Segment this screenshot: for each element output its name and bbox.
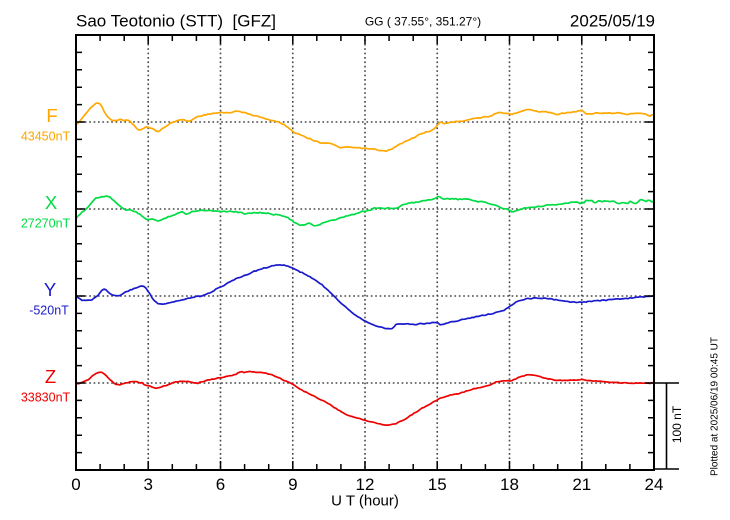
svg-text:Sao Teotonio (STT) [GFZ]: Sao Teotonio (STT) [GFZ] (76, 12, 276, 31)
svg-text:24: 24 (645, 475, 664, 494)
svg-text:Z: Z (45, 366, 56, 387)
svg-text:27270nT: 27270nT (21, 217, 71, 231)
svg-text:X: X (45, 192, 57, 213)
svg-text:33830nT: 33830nT (21, 391, 71, 405)
svg-text:2025/05/19: 2025/05/19 (570, 12, 655, 31)
svg-text:43450nT: 43450nT (21, 130, 71, 144)
svg-text:Plotted at 2025/06/19 00:45 UT: Plotted at 2025/06/19 00:45 UT (710, 337, 721, 476)
svg-text:U T (hour): U T (hour) (331, 493, 399, 510)
svg-text:0: 0 (71, 475, 80, 494)
svg-text:F: F (46, 105, 57, 126)
svg-text:100 nT: 100 nT (670, 405, 684, 443)
svg-text:GG ( 37.55°, 351.27°): GG ( 37.55°, 351.27°) (365, 15, 481, 29)
svg-text:3: 3 (143, 475, 152, 494)
svg-text:18: 18 (500, 475, 519, 494)
svg-text:15: 15 (428, 475, 447, 494)
svg-text:21: 21 (572, 475, 591, 494)
svg-text:6: 6 (216, 475, 225, 494)
svg-text:12: 12 (356, 475, 375, 494)
svg-text:-520nT: -520nT (29, 304, 69, 318)
svg-text:9: 9 (288, 475, 297, 494)
svg-text:Y: Y (44, 279, 56, 300)
